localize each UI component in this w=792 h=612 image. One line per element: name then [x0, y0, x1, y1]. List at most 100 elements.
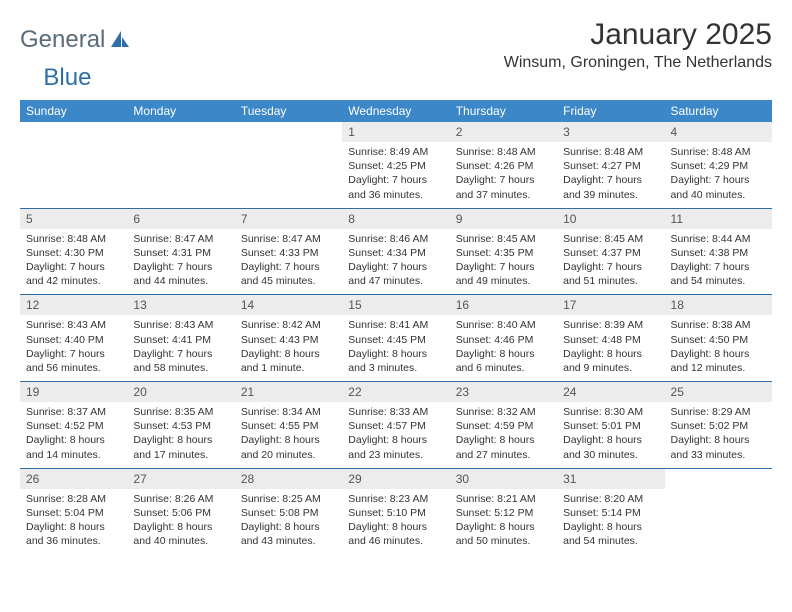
day-details: Sunrise: 8:38 AMSunset: 4:50 PMDaylight:… [665, 315, 772, 381]
daylight-line: and 40 minutes. [671, 188, 766, 202]
day-number: 4 [665, 122, 772, 142]
title-block: January 2025 Winsum, Groningen, The Neth… [504, 18, 772, 78]
sunrise: Sunrise: 8:48 AM [26, 232, 121, 246]
daylight-line: Daylight: 7 hours [348, 260, 443, 274]
calendar-body: ...1Sunrise: 8:49 AMSunset: 4:25 PMDayli… [20, 122, 772, 554]
daylight-line: and 49 minutes. [456, 274, 551, 288]
daylight-line: Daylight: 8 hours [26, 433, 121, 447]
sunrise: Sunrise: 8:43 AM [133, 318, 228, 332]
calendar-cell: 26Sunrise: 8:28 AMSunset: 5:04 PMDayligh… [20, 468, 127, 554]
daylight-line: Daylight: 8 hours [456, 520, 551, 534]
day-details: Sunrise: 8:39 AMSunset: 4:48 PMDaylight:… [557, 315, 664, 381]
sunrise: Sunrise: 8:30 AM [563, 405, 658, 419]
day-number: 1 [342, 122, 449, 142]
sunset: Sunset: 4:43 PM [241, 333, 336, 347]
calendar-cell: 9Sunrise: 8:45 AMSunset: 4:35 PMDaylight… [450, 208, 557, 295]
daylight-line: and 46 minutes. [348, 534, 443, 548]
day-details: Sunrise: 8:20 AMSunset: 5:14 PMDaylight:… [557, 489, 664, 555]
day-number: 7 [235, 209, 342, 229]
calendar-cell: 6Sunrise: 8:47 AMSunset: 4:31 PMDaylight… [127, 208, 234, 295]
day-number: 17 [557, 295, 664, 315]
sunrise: Sunrise: 8:40 AM [456, 318, 551, 332]
calendar-cell: 18Sunrise: 8:38 AMSunset: 4:50 PMDayligh… [665, 295, 772, 382]
sunset: Sunset: 4:30 PM [26, 246, 121, 260]
day-number: 30 [450, 469, 557, 489]
calendar-cell: 5Sunrise: 8:48 AMSunset: 4:30 PMDaylight… [20, 208, 127, 295]
calendar-cell: 3Sunrise: 8:48 AMSunset: 4:27 PMDaylight… [557, 122, 664, 208]
day-number: 14 [235, 295, 342, 315]
sunrise: Sunrise: 8:48 AM [456, 145, 551, 159]
day-number: 3 [557, 122, 664, 142]
sunset: Sunset: 4:38 PM [671, 246, 766, 260]
sunset: Sunset: 4:29 PM [671, 159, 766, 173]
daylight-line: Daylight: 8 hours [563, 347, 658, 361]
daylight-line: Daylight: 8 hours [241, 433, 336, 447]
calendar-cell: 13Sunrise: 8:43 AMSunset: 4:41 PMDayligh… [127, 295, 234, 382]
calendar-cell: 19Sunrise: 8:37 AMSunset: 4:52 PMDayligh… [20, 382, 127, 469]
daylight-line: Daylight: 7 hours [26, 347, 121, 361]
sunset: Sunset: 5:14 PM [563, 506, 658, 520]
sunrise: Sunrise: 8:42 AM [241, 318, 336, 332]
day-details: Sunrise: 8:48 AMSunset: 4:26 PMDaylight:… [450, 142, 557, 208]
calendar-cell: 30Sunrise: 8:21 AMSunset: 5:12 PMDayligh… [450, 468, 557, 554]
day-details: Sunrise: 8:40 AMSunset: 4:46 PMDaylight:… [450, 315, 557, 381]
day-details: Sunrise: 8:49 AMSunset: 4:25 PMDaylight:… [342, 142, 449, 208]
sunrise: Sunrise: 8:26 AM [133, 492, 228, 506]
calendar-cell: . [235, 122, 342, 208]
daylight-line: and 14 minutes. [26, 448, 121, 462]
daylight-line: Daylight: 7 hours [241, 260, 336, 274]
daylight-line: and 27 minutes. [456, 448, 551, 462]
sunset: Sunset: 4:34 PM [348, 246, 443, 260]
calendar-cell: 14Sunrise: 8:42 AMSunset: 4:43 PMDayligh… [235, 295, 342, 382]
calendar-cell: 11Sunrise: 8:44 AMSunset: 4:38 PMDayligh… [665, 208, 772, 295]
daylight-line: Daylight: 8 hours [348, 347, 443, 361]
day-details: Sunrise: 8:48 AMSunset: 4:29 PMDaylight:… [665, 142, 772, 208]
sunset: Sunset: 4:52 PM [26, 419, 121, 433]
day-details: Sunrise: 8:42 AMSunset: 4:43 PMDaylight:… [235, 315, 342, 381]
calendar-table: Sunday Monday Tuesday Wednesday Thursday… [20, 100, 772, 554]
sunset: Sunset: 4:48 PM [563, 333, 658, 347]
calendar-row: 5Sunrise: 8:48 AMSunset: 4:30 PMDaylight… [20, 208, 772, 295]
daylight-line: Daylight: 7 hours [26, 260, 121, 274]
sunrise: Sunrise: 8:25 AM [241, 492, 336, 506]
sunrise: Sunrise: 8:35 AM [133, 405, 228, 419]
day-details: Sunrise: 8:47 AMSunset: 4:33 PMDaylight:… [235, 229, 342, 295]
calendar-cell: 1Sunrise: 8:49 AMSunset: 4:25 PMDaylight… [342, 122, 449, 208]
sunset: Sunset: 5:06 PM [133, 506, 228, 520]
daylight-line: and 9 minutes. [563, 361, 658, 375]
day-details: Sunrise: 8:28 AMSunset: 5:04 PMDaylight:… [20, 489, 127, 555]
calendar-cell: . [20, 122, 127, 208]
sunrise: Sunrise: 8:20 AM [563, 492, 658, 506]
daylight-line: Daylight: 8 hours [348, 520, 443, 534]
logo-sail-icon [109, 29, 131, 49]
day-details: Sunrise: 8:23 AMSunset: 5:10 PMDaylight:… [342, 489, 449, 555]
sunset: Sunset: 5:10 PM [348, 506, 443, 520]
calendar-cell: 25Sunrise: 8:29 AMSunset: 5:02 PMDayligh… [665, 382, 772, 469]
daylight-line: Daylight: 7 hours [456, 173, 551, 187]
calendar-cell: 21Sunrise: 8:34 AMSunset: 4:55 PMDayligh… [235, 382, 342, 469]
calendar-cell: 12Sunrise: 8:43 AMSunset: 4:40 PMDayligh… [20, 295, 127, 382]
sunrise: Sunrise: 8:48 AM [671, 145, 766, 159]
day-number: 24 [557, 382, 664, 402]
day-number: 18 [665, 295, 772, 315]
sunset: Sunset: 5:04 PM [26, 506, 121, 520]
daylight-line: Daylight: 7 hours [563, 260, 658, 274]
daylight-line: Daylight: 8 hours [456, 347, 551, 361]
daylight-line: and 30 minutes. [563, 448, 658, 462]
daylight-line: Daylight: 8 hours [563, 433, 658, 447]
day-number: 31 [557, 469, 664, 489]
sunset: Sunset: 4:37 PM [563, 246, 658, 260]
sunrise: Sunrise: 8:21 AM [456, 492, 551, 506]
day-details: Sunrise: 8:35 AMSunset: 4:53 PMDaylight:… [127, 402, 234, 468]
sunrise: Sunrise: 8:39 AM [563, 318, 658, 332]
daylight-line: and 45 minutes. [241, 274, 336, 288]
dayname: Monday [127, 100, 234, 122]
day-details: Sunrise: 8:45 AMSunset: 4:37 PMDaylight:… [557, 229, 664, 295]
daylight-line: and 51 minutes. [563, 274, 658, 288]
sunrise: Sunrise: 8:32 AM [456, 405, 551, 419]
dayname-row: Sunday Monday Tuesday Wednesday Thursday… [20, 100, 772, 122]
sunrise: Sunrise: 8:34 AM [241, 405, 336, 419]
month-title: January 2025 [504, 18, 772, 52]
calendar-cell: 31Sunrise: 8:20 AMSunset: 5:14 PMDayligh… [557, 468, 664, 554]
sunrise: Sunrise: 8:47 AM [133, 232, 228, 246]
